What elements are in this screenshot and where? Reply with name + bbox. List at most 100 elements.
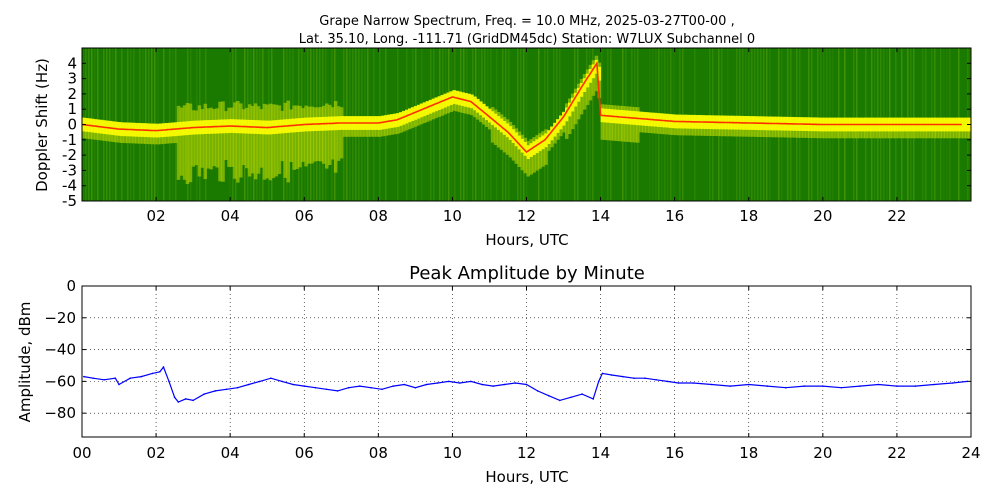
amplitude-xtick-label: 14 (591, 444, 610, 462)
spectrogram-core-slice (493, 113, 498, 128)
amplitude-point (184, 398, 187, 400)
spectrogram-band-slice (209, 107, 213, 170)
amplitude-point (677, 382, 680, 384)
spectrogram-core-slice (496, 116, 501, 130)
spectrogram-ytick-label: 1 (67, 100, 77, 118)
amplitude-ytick-label: −60 (44, 372, 76, 390)
spectrogram-core-slice (490, 111, 495, 125)
amplitude-ytick-label: −20 (44, 309, 76, 327)
spectrogram-core-slice (965, 117, 969, 132)
amplitude-point (597, 380, 600, 383)
spectrogram-band-slice (230, 107, 234, 167)
spectrogram-core-slice (962, 117, 966, 132)
spectrogram-core-slice (556, 119, 560, 133)
spectrogram-band-slice (339, 107, 344, 159)
amplitude-point (559, 399, 561, 402)
spectrogram-band-slice (319, 107, 323, 162)
amplitude-xtick-label: 02 (147, 444, 166, 462)
amplitude-point (140, 375, 143, 378)
spectrogram-core-slice (499, 118, 504, 133)
spectrogram-streak (526, 48, 528, 201)
spectrogram-ytick-label: 0 (67, 116, 77, 134)
spectrogram-core-slice (591, 64, 596, 79)
spectrogram-streak (439, 48, 441, 201)
spectrogram-core-slice (582, 78, 587, 92)
amplitude-point (914, 385, 917, 387)
spectrogram-band-slice (253, 103, 258, 180)
amplitude-xtick-label: 04 (221, 444, 240, 462)
spectrogram-ylabel: Doppler Shift (Hz) (33, 58, 51, 192)
amplitude-point (392, 385, 395, 387)
amplitude-point (325, 388, 328, 391)
spectrogram-xtick-label: 08 (369, 207, 388, 225)
spectrogram-streak (520, 48, 522, 201)
amplitude-point (655, 379, 657, 381)
amplitude-point (236, 386, 239, 389)
amplitude-point (503, 383, 506, 386)
spectrogram-streak (517, 48, 519, 201)
amplitude-point (118, 383, 120, 386)
spectrogram-core-slice (559, 115, 563, 130)
amplitude-point (151, 372, 154, 375)
spectrogram-band-slice (197, 105, 202, 177)
spectrogram-band-slice (221, 101, 225, 182)
spectrogram-streak (451, 48, 453, 201)
spectrogram-band-slice (289, 109, 293, 162)
spectrogram-core-slice (479, 101, 483, 116)
amplitude-ytick-label: 0 (66, 277, 76, 295)
spectrogram-band-slice (313, 107, 317, 162)
spectrogram-band-slice (185, 103, 190, 184)
amplitude-xtick-label: 00 (72, 444, 91, 462)
spectrogram-band-slice (274, 104, 279, 177)
amplitude-point (347, 386, 350, 389)
amplitude-point (666, 380, 669, 383)
spectrogram-core-slice (511, 129, 516, 143)
spectrum-title-line1: Grape Narrow Spectrum, Freq. = 10.0 MHz,… (319, 14, 734, 29)
spectrogram-core-slice (476, 98, 480, 113)
spectrogram-band-slice (271, 104, 276, 178)
amplitude-point (225, 388, 228, 391)
amplitude-background (82, 286, 971, 437)
amplitude-point (492, 385, 495, 387)
amplitude-point (173, 396, 176, 399)
spectrogram-streak (538, 48, 540, 201)
spectrogram-core-slice (538, 137, 542, 152)
amplitude-point (481, 383, 483, 386)
amplitude-xtick-label: 20 (813, 444, 832, 462)
spectrogram-band-slice (188, 103, 193, 183)
spectrogram-core-slice (547, 130, 551, 144)
spectrogram-band-slice (212, 109, 216, 167)
spectrogram-streak (481, 48, 483, 201)
spectrogram-band-slice (191, 110, 196, 167)
amplitude-point (766, 385, 769, 387)
spectrogram-core-slice (482, 103, 486, 118)
spectrogram-streak (577, 48, 579, 201)
spectrogram-streak (460, 48, 462, 201)
spectrogram-core-slice (470, 94, 474, 109)
amplitude-point (92, 377, 94, 380)
spectrogram-core-slice (514, 132, 519, 147)
spectrogram-ytick-label: 4 (67, 54, 77, 72)
spectrogram-band-slice (310, 106, 314, 164)
amplitude-panel: Peak Amplitude by Minute 00 02 04 06 08 10 12 1… (16, 263, 981, 486)
amplitude-point (129, 377, 131, 380)
spectrogram-core-slice (571, 97, 575, 112)
spectrogram-streak (523, 48, 525, 201)
amplitude-xtick-label: 18 (739, 444, 758, 462)
spectrogram-band-slice (322, 105, 326, 164)
spectrogram-band-slice (182, 105, 187, 180)
amplitude-point (214, 390, 217, 392)
spectrogram-band-slice (283, 102, 287, 178)
amplitude-point (270, 377, 272, 380)
spectrogram-ytick-label: -3 (62, 161, 77, 179)
spectrogram-band-slice (316, 107, 320, 161)
amplitude-point (785, 386, 787, 389)
spectrogram-streak (442, 48, 444, 201)
spectrogram-core-slice (523, 142, 527, 156)
amplitude-point (951, 382, 954, 384)
amplitude-point (633, 377, 635, 380)
spectrogram-core-slice (485, 106, 489, 121)
amplitude-point (281, 380, 283, 383)
amplitude-point (859, 385, 861, 387)
amplitude-point (359, 385, 361, 387)
